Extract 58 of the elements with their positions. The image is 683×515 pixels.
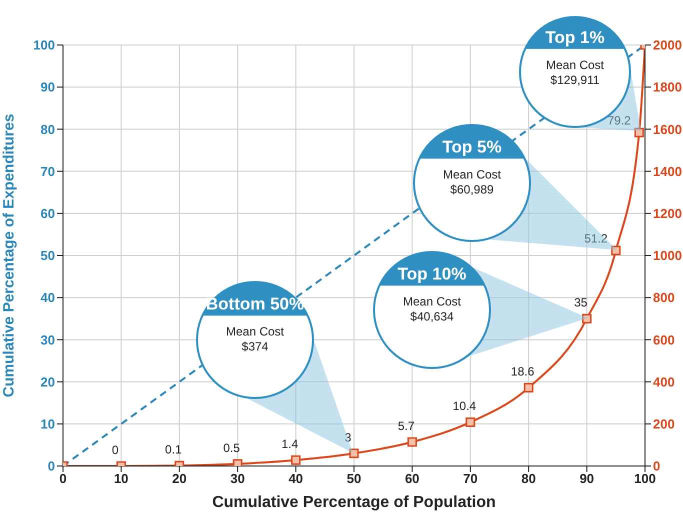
data-label: 18.6 — [510, 364, 535, 379]
data-label: 0.5 — [223, 440, 240, 455]
y2-tick-label: 1200 — [653, 206, 682, 222]
data-label: 0.1 — [165, 442, 182, 457]
data-label: 51.2 — [584, 231, 608, 246]
x-tick-label: 80 — [521, 471, 536, 486]
y2-tick-label: 200 — [653, 416, 675, 432]
x-tick-label: 20 — [172, 471, 187, 486]
y2-tick-label: 800 — [653, 290, 675, 306]
point — [634, 128, 644, 138]
y-tick-label: 90 — [40, 80, 55, 95]
point — [349, 448, 359, 458]
data-label: 3 — [344, 430, 352, 444]
data-label: 79.2 — [608, 114, 632, 128]
x-tick-label: 10 — [114, 471, 128, 486]
y-tick-label: 100 — [33, 38, 55, 53]
y-tick-label: 60 — [40, 206, 55, 222]
y-tick-label: 30 — [40, 332, 55, 348]
x-tick-label: 30 — [230, 471, 245, 486]
x-tick-label: 0 — [59, 471, 67, 486]
annotation: Top 5% Mean Cost $60,989 — [442, 138, 502, 197]
point — [582, 314, 592, 324]
annotation: Top 10% Mean Cost $40,634 — [398, 264, 466, 324]
x-tick-label: 50 — [346, 471, 362, 486]
y2-tick-label: 1400 — [653, 164, 682, 179]
x-tick-label: 60 — [404, 471, 420, 486]
annotation: Top 1% Mean Cost $129,911 — [545, 28, 605, 87]
data-label: 5.7 — [398, 419, 415, 434]
y-tick-label: 20 — [40, 374, 55, 390]
data-label: 0 — [112, 443, 119, 457]
data-label: 10.4 — [452, 399, 476, 414]
y-tick-label: 40 — [40, 290, 55, 306]
y-tick-label: 10 — [40, 416, 55, 432]
point — [611, 246, 621, 256]
data-label: 1.4 — [281, 437, 298, 452]
x-tick-label: 40 — [288, 471, 304, 486]
point — [232, 459, 242, 466]
y2-tick-label: 400 — [653, 374, 675, 390]
y2-tick-label: 1000 — [653, 248, 682, 264]
data-label: 35 — [574, 296, 588, 310]
y2-tick-label: 0 — [653, 458, 660, 474]
y-tick-label: 50 — [40, 248, 55, 264]
x-tick-label: 100 — [634, 471, 656, 486]
y-tick-label: 70 — [40, 164, 55, 179]
y2-tick-label: 600 — [653, 332, 675, 348]
y-axis-title: Cumulative Percentage of Expenditures — [0, 114, 18, 398]
y-tick-label: 0 — [48, 458, 55, 474]
x-tick-label: 90 — [580, 471, 594, 486]
point — [524, 382, 534, 392]
point — [291, 455, 301, 465]
y2-tick-label: 1800 — [653, 80, 682, 95]
y2-tick-label: 1600 — [653, 122, 682, 137]
x-axis-title: Cumulative Percentage of Population — [212, 494, 496, 511]
y-tick-label: 80 — [40, 122, 55, 137]
x-tick-label: 70 — [463, 471, 478, 486]
point — [466, 417, 476, 427]
y2-tick-label: 2000 — [653, 38, 682, 53]
point — [407, 437, 417, 447]
